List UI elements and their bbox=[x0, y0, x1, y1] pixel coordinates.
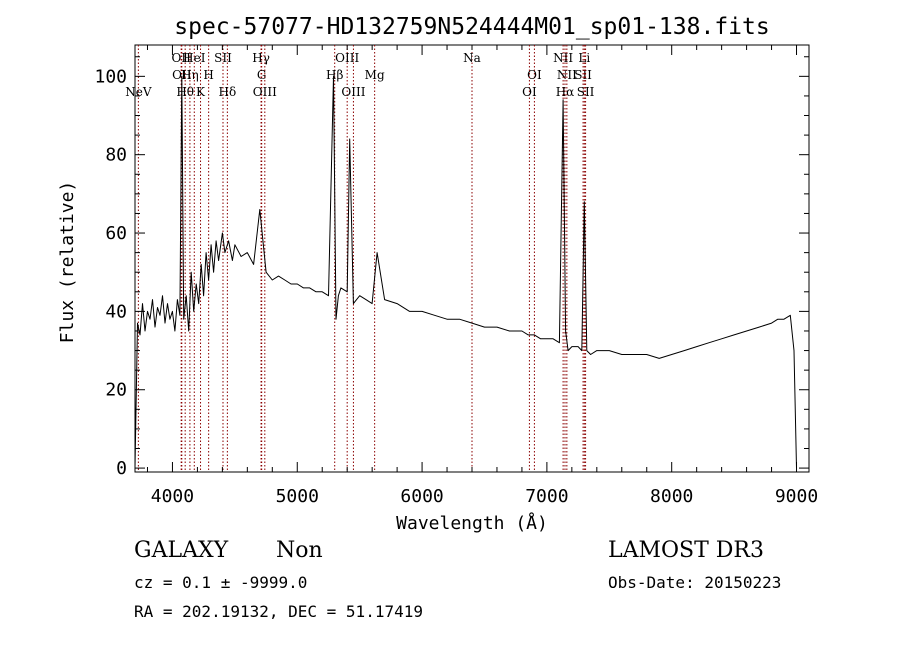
line-markers: NeVOIIOIIHθHηHeIKHSIIHδHγGOIIIHβOIIIOIII… bbox=[125, 45, 595, 472]
marker-label: Mg bbox=[365, 68, 385, 82]
marker-label: OIII bbox=[335, 51, 359, 65]
chart-title: spec-57077-HD132759N524444M01_sp01-138.f… bbox=[174, 14, 769, 40]
marker-label: Hη bbox=[181, 68, 199, 82]
marker-label: SII bbox=[214, 51, 232, 65]
marker-label: HeI bbox=[183, 51, 206, 65]
marker-label: H bbox=[203, 68, 213, 82]
marker-label: Hδ bbox=[219, 85, 237, 99]
x-tick-label: 7000 bbox=[525, 486, 568, 507]
marker-label: NII bbox=[557, 68, 577, 82]
axis-ticks: 4000 5000 6000 7000 8000 9000 0 20 40 60 80 100 bbox=[94, 45, 818, 507]
object-class: GALAXY bbox=[134, 538, 229, 563]
marker-label: OI bbox=[527, 68, 542, 82]
x-tick-label: 4000 bbox=[151, 486, 194, 507]
x-tick-label: 9000 bbox=[775, 486, 818, 507]
x-tick-label: 5000 bbox=[276, 486, 319, 507]
marker-label: OIII bbox=[253, 85, 277, 99]
y-tick-label: 100 bbox=[94, 66, 127, 87]
marker-label: Hα bbox=[556, 85, 575, 99]
redshift-readout: cz = 0.1 ± -9999.0 bbox=[134, 573, 308, 592]
y-tick-label: 20 bbox=[105, 380, 127, 401]
object-subclass: Non bbox=[276, 538, 323, 563]
marker-label: Li bbox=[578, 51, 590, 65]
y-tick-label: 0 bbox=[116, 458, 127, 479]
y-tick-label: 60 bbox=[105, 223, 127, 244]
marker-label: OII bbox=[172, 68, 192, 82]
y-tick-label: 80 bbox=[105, 145, 127, 166]
coordinates: RA = 202.19132, DEC = 51.17419 bbox=[134, 602, 423, 621]
marker-label: OII bbox=[172, 51, 192, 65]
marker-label: K bbox=[196, 85, 206, 99]
y-tick-label: 40 bbox=[105, 301, 127, 322]
spectrum-series-line bbox=[134, 75, 797, 469]
marker-label: NeV bbox=[125, 85, 152, 99]
x-axis-label: Wavelength (Å) bbox=[396, 512, 548, 534]
marker-label: SII bbox=[574, 68, 592, 82]
marker-label: NII bbox=[553, 51, 573, 65]
marker-label: SII bbox=[577, 85, 595, 99]
marker-label: Hβ bbox=[326, 68, 343, 82]
marker-label: Hθ bbox=[176, 85, 194, 99]
survey-name: LAMOST DR3 bbox=[608, 538, 764, 563]
marker-label: Hγ bbox=[252, 51, 270, 65]
y-axis-label: Flux (relative) bbox=[57, 181, 78, 344]
x-tick-label: 8000 bbox=[650, 486, 693, 507]
marker-label: Na bbox=[463, 51, 481, 65]
obs-date: Obs-Date: 20150223 bbox=[608, 573, 782, 592]
marker-label: G bbox=[257, 68, 267, 82]
marker-label: OIII bbox=[341, 85, 365, 99]
marker-label: OI bbox=[522, 85, 537, 99]
x-tick-label: 6000 bbox=[400, 486, 443, 507]
